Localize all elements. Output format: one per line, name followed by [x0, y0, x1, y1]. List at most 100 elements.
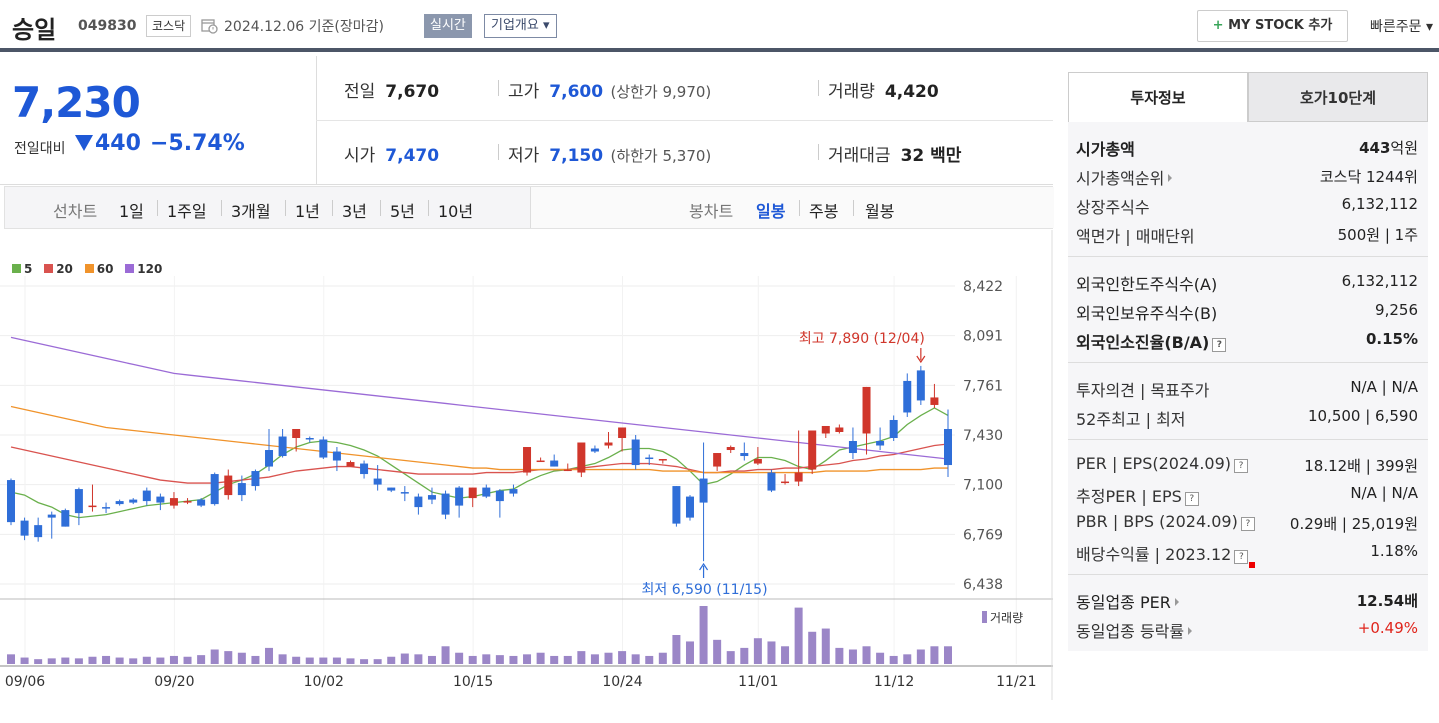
period-3y[interactable]: 3년: [342, 202, 367, 221]
realtime-button[interactable]: 실시간: [424, 14, 472, 38]
company-overview-dropdown[interactable]: 기업개요 ▾: [484, 14, 557, 38]
period-weekly[interactable]: 주봉: [809, 202, 839, 221]
help-icon[interactable]: ?: [1234, 550, 1249, 564]
candle-body: [658, 459, 667, 461]
help-icon[interactable]: ?: [1184, 492, 1199, 506]
candle-body: [631, 439, 640, 466]
x-tick-label: 10/24: [602, 674, 642, 690]
volume-bar: [781, 646, 790, 664]
info-row-sector-change-rate[interactable]: 동일업종 등락률 +0.49%: [1068, 614, 1428, 643]
price-diff-pct: −5.74%: [150, 131, 245, 156]
volume-bar: [156, 657, 165, 664]
volume-bar: [713, 639, 722, 664]
candle-body: [577, 442, 586, 473]
candle-body: [332, 451, 341, 461]
volume-bar: [455, 652, 464, 664]
period-daily[interactable]: 일봉: [756, 202, 786, 221]
x-tick-label: 09/06: [5, 674, 45, 690]
sector-per-label: 동일업종 PER: [1076, 593, 1171, 612]
volume-bar: [210, 649, 219, 664]
help-icon[interactable]: ?: [1234, 459, 1248, 473]
est-per-eps-value: N/A | N/A: [1350, 484, 1418, 502]
info-row-est-per-eps: 추정PER | EPS? N/A | N/A: [1068, 479, 1428, 508]
help-icon[interactable]: ?: [1212, 338, 1227, 352]
base-date: 2024.12.06 기준(장마감): [224, 19, 384, 35]
volume-bar: [387, 656, 396, 664]
52week-high-low-label: 52주최고 | 최저: [1076, 410, 1186, 429]
period-3m[interactable]: 3개월: [231, 202, 271, 221]
opinion-target-price-value: N/A | N/A: [1350, 378, 1418, 396]
legend-ma20: 20: [44, 262, 73, 276]
down-arrow-icon: [75, 135, 93, 151]
candle-body: [523, 447, 532, 473]
candle-body: [563, 469, 572, 472]
chevron-right-icon[interactable]: [1188, 627, 1193, 635]
period-monthly[interactable]: 월봉: [865, 202, 895, 221]
candle-body: [767, 472, 776, 491]
volume-bar: [305, 657, 314, 664]
high-price: 고가 7,600 (상한가 9,970): [508, 82, 712, 102]
low-arrow-head: [699, 562, 709, 571]
volume-bar: [224, 651, 233, 664]
stock-name: 승일: [12, 16, 57, 44]
info-row-52week-high-low: 52주최고 | 최저 10,500 | 6,590: [1068, 402, 1428, 431]
volume-bar: [74, 658, 83, 664]
info-row-sector-per[interactable]: 동일업종 PER 12.54배: [1068, 585, 1428, 614]
candle-body: [455, 487, 464, 506]
volume-bar: [618, 651, 627, 664]
candle-body: [115, 501, 124, 505]
candle-body: [102, 507, 111, 509]
foreign-held-shares-label: 외국인보유주식수(B): [1076, 304, 1218, 323]
volume-bar: [495, 655, 504, 664]
volume-bar: [631, 654, 640, 664]
candle-body: [495, 490, 504, 502]
candlestick-chart[interactable]: 8,422 8,091 7,761 7,430 7,100 6,769 6,438 09/06…: [0, 230, 1053, 700]
volume-bar: [427, 655, 436, 664]
52week-high-low-value: 10,500 | 6,590: [1307, 407, 1418, 425]
est-per-eps-label: 추정PER | EPS: [1076, 487, 1182, 506]
volume-bar: [944, 646, 952, 664]
candle-body: [346, 462, 355, 467]
period-1y[interactable]: 1년: [295, 202, 320, 221]
y-tick-label: 6,769: [963, 527, 1003, 543]
candle-body: [319, 439, 328, 458]
candle-body: [781, 481, 790, 484]
help-icon[interactable]: ?: [1240, 517, 1255, 531]
quick-order-dropdown[interactable]: 빠른주문 ▾: [1370, 19, 1433, 35]
volume-bar: [740, 647, 749, 664]
candle-body: [726, 447, 735, 451]
y-tick-label: 8,422: [963, 279, 1003, 295]
period-1d[interactable]: 1일: [119, 202, 144, 221]
chevron-right-icon[interactable]: [1168, 174, 1173, 182]
tab-investment-info[interactable]: 투자정보: [1068, 72, 1248, 122]
price-diff-value: 440: [95, 131, 141, 156]
add-mystock-button[interactable]: + MY STOCK 추가: [1197, 10, 1348, 42]
volume-bar: [821, 628, 830, 664]
candle-body: [482, 487, 491, 497]
volume-bar: [332, 657, 341, 664]
candle-body: [265, 450, 274, 467]
period-5y[interactable]: 5년: [390, 202, 415, 221]
candle-body: [590, 448, 599, 452]
foreign-exhaustion-rate-label: 외국인소진율(B/A): [1076, 333, 1210, 352]
period-10y[interactable]: 10년: [438, 202, 474, 221]
period-1w[interactable]: 1주일: [167, 202, 207, 221]
legend-ma120: 120: [125, 262, 162, 276]
volume-bar: [251, 655, 260, 664]
volume-bar: [129, 658, 138, 664]
candle-body: [944, 428, 952, 466]
volume-bar: [61, 657, 70, 664]
chevron-right-icon[interactable]: [1174, 598, 1179, 606]
candle-body: [550, 460, 559, 467]
volume-legend-swatch: [982, 611, 987, 623]
volume-bar: [482, 654, 491, 664]
volume-bar: [20, 657, 29, 664]
volume-bar: [115, 657, 124, 664]
ma-legend: 5 20 60 120: [12, 262, 170, 276]
volume-bar: [142, 656, 151, 664]
candle-body: [88, 505, 97, 508]
tab-orderbook-10[interactable]: 호가10단계: [1248, 72, 1428, 122]
volume-bar: [563, 655, 572, 664]
stock-code: 049830: [78, 18, 137, 34]
info-row-market-cap-rank[interactable]: 시가총액순위 코스닥 1244위: [1068, 161, 1428, 190]
